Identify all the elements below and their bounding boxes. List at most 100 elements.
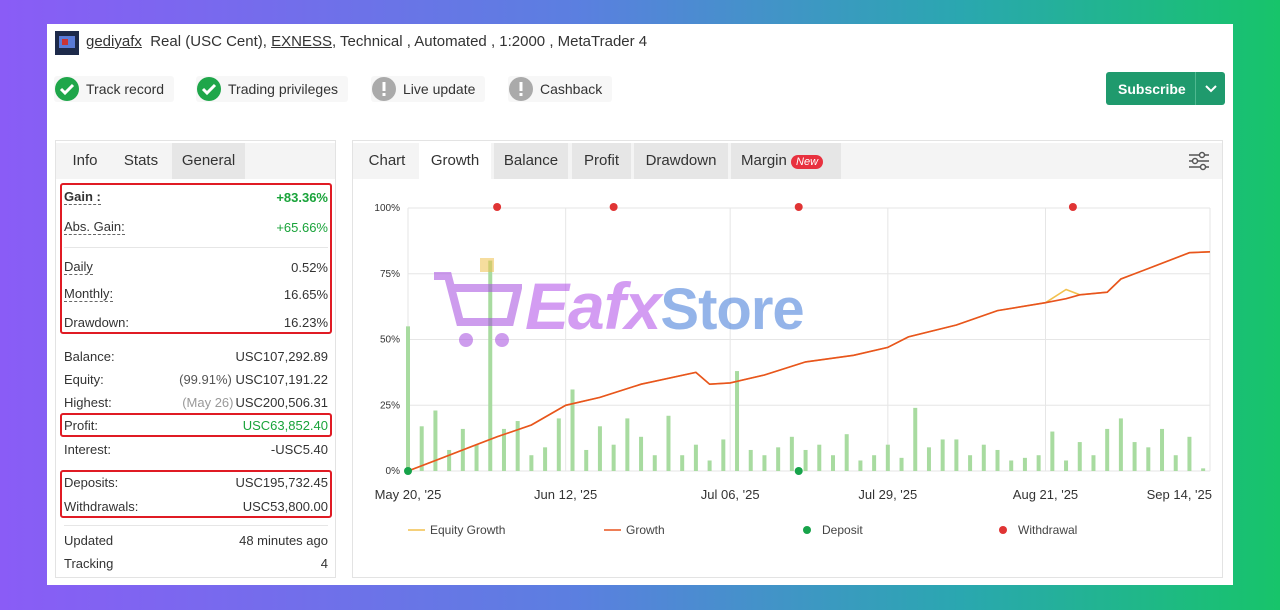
badge[interactable]: Trading privileges xyxy=(196,76,348,102)
daily-bar xyxy=(940,439,945,471)
daily-bar xyxy=(748,449,753,471)
tab[interactable]: Drawdown xyxy=(634,143,728,179)
badge[interactable]: Track record xyxy=(54,76,175,102)
x-tick-label: Sep 14, '25 xyxy=(1147,487,1212,502)
stat-row: Deposits: USC195,732.45 xyxy=(64,472,328,492)
x-tick-label: Jul 06, '25 xyxy=(701,487,760,502)
badge[interactable]: Live update xyxy=(371,76,486,102)
tab[interactable]: Stats xyxy=(123,152,159,169)
x-tick-label: Aug 21, '25 xyxy=(1013,487,1078,502)
daily-bar xyxy=(762,455,767,471)
tab-row: Info Stats General xyxy=(56,143,335,179)
stat-label: Equity: xyxy=(64,371,104,387)
badge[interactable]: Cashback xyxy=(508,76,613,102)
chart: 0% 25% 50% 75% 100% May 20, '25 Jun 12, '25 Jul… xyxy=(374,203,1212,537)
subscribe-label: Subscribe xyxy=(1118,80,1186,97)
tab-active[interactable]: General xyxy=(172,143,245,179)
stat-note: (May 26) xyxy=(182,394,234,410)
daily-bar xyxy=(1022,457,1027,471)
stat-row: Abs. Gain: +65.66% xyxy=(64,217,328,237)
daily-bar xyxy=(844,434,849,471)
account-name[interactable]: gediyafx xyxy=(86,33,142,50)
daily-bar xyxy=(721,439,726,471)
highlight-box xyxy=(60,183,332,334)
broker-link[interactable]: EXNESS xyxy=(271,33,332,50)
stat-value: +83.36% xyxy=(276,189,328,205)
daily-bar xyxy=(1036,455,1041,471)
check-icon xyxy=(197,77,221,101)
stat-label: Highest: xyxy=(64,394,112,410)
deposit-marker xyxy=(404,467,412,475)
daily-bar xyxy=(639,436,644,471)
stat-label: Withdrawals: xyxy=(64,498,139,514)
stat-value: 16.23% xyxy=(283,314,328,330)
stat-value: 16.65% xyxy=(283,286,328,302)
stat-row: Equity: (99.91%) USC107,191.22 xyxy=(64,369,328,389)
daily-bar xyxy=(1118,418,1123,471)
daily-bar xyxy=(1160,428,1165,471)
daily-bar xyxy=(680,455,685,471)
daily-bar xyxy=(1077,442,1082,471)
y-tick-label: 100% xyxy=(374,203,400,214)
stat-row: Gain : +83.36% xyxy=(64,187,328,207)
daily-bar xyxy=(776,447,781,471)
daily-bar xyxy=(858,460,863,471)
tab-text: Margin xyxy=(741,152,787,169)
stat-value: USC53,800.00 xyxy=(242,498,328,514)
stat-row: Monthly: 16.65% xyxy=(64,284,328,304)
daily-bar xyxy=(954,439,959,471)
stat-row: Highest: (May 26) USC200,506.31 xyxy=(64,392,328,412)
daily-bar xyxy=(1050,431,1055,471)
dropdown-toggle[interactable] xyxy=(1195,72,1225,105)
watermark: EafxStore xyxy=(525,268,805,344)
account-line: gediyafx Real (USC Cent), EXNESS, Techni… xyxy=(86,33,647,50)
tab-row: Chart Growth Balance Profit Drawdown Mar… xyxy=(353,143,1222,179)
stat-row: Tracking 4 xyxy=(64,553,328,573)
stat-value: USC195,732.45 xyxy=(235,474,328,490)
daily-bar xyxy=(872,455,877,471)
stat-value: 0.52% xyxy=(291,259,328,275)
check-icon xyxy=(55,77,79,101)
info-panel: Info Stats General Gain : +83.36% Abs. Ga… xyxy=(55,140,336,578)
settings-icon[interactable] xyxy=(1188,151,1210,171)
stat-value: USC107,292.89 xyxy=(235,348,328,364)
daily-bar xyxy=(1146,447,1151,471)
stat-value: USC107,191.22 xyxy=(235,371,328,387)
tab[interactable]: Balance xyxy=(494,143,568,179)
stat-row: Withdrawals: USC53,800.00 xyxy=(64,496,328,516)
daily-bar xyxy=(488,260,493,471)
stat-label: Deposits: xyxy=(64,474,119,490)
stat-row: Daily 0.52% xyxy=(64,257,328,277)
withdrawal-marker xyxy=(1068,203,1077,211)
y-tick-label: 0% xyxy=(386,466,401,477)
daily-bar xyxy=(543,447,548,471)
stat-value: USC200,506.31 xyxy=(235,394,328,410)
daily-bar xyxy=(515,421,520,471)
legend-label: Growth xyxy=(626,523,665,537)
tab[interactable]: Profit xyxy=(572,143,631,179)
daily-bar xyxy=(584,449,589,471)
y-tick-label: 50% xyxy=(380,335,400,346)
daily-bar xyxy=(1064,460,1069,471)
stat-label: Daily xyxy=(64,259,93,275)
stat-note: (99.91%) xyxy=(179,371,232,387)
stat-value: -USC5.40 xyxy=(270,441,328,457)
stat-label: Updated xyxy=(64,532,114,548)
stat-value: 48 minutes ago xyxy=(239,532,328,548)
stat-row: Balance: USC107,292.89 xyxy=(64,346,328,366)
withdrawal-marker xyxy=(493,203,502,211)
stat-value: 4 xyxy=(320,555,328,571)
daily-bar xyxy=(611,444,616,471)
daily-bar xyxy=(570,389,575,471)
daily-bar xyxy=(556,418,561,471)
subscribe-button[interactable]: Subscribe xyxy=(1106,72,1225,105)
daily-bar xyxy=(501,428,506,471)
watermark-part: Eafx xyxy=(525,269,661,343)
daily-bar xyxy=(789,436,794,471)
daily-bar xyxy=(1009,460,1014,471)
tab[interactable]: Info xyxy=(72,152,98,169)
tab[interactable]: Margin New xyxy=(731,143,841,179)
daily-bar xyxy=(899,457,904,471)
highlight-box xyxy=(60,470,332,518)
tab-active[interactable]: Growth xyxy=(419,143,491,179)
